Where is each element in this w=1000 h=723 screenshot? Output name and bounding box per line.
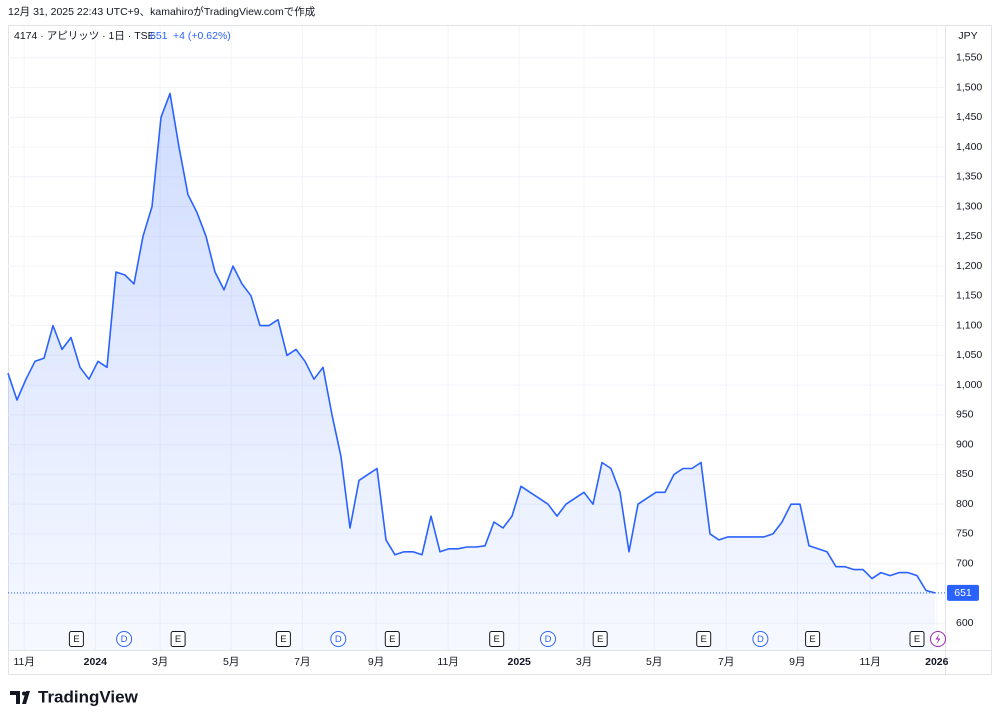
y-tick-label: 1,050 xyxy=(956,349,982,361)
x-tick-label: 7月 xyxy=(718,656,734,668)
x-tick-label: 3月 xyxy=(152,656,168,668)
y-tick-label: 900 xyxy=(956,438,974,450)
event-badge xyxy=(330,631,347,647)
event-label: E xyxy=(389,634,395,645)
event-badge xyxy=(540,631,556,647)
symbol: 4174 · アピリッツ · 1日 · TSE xyxy=(14,30,155,42)
area xyxy=(8,93,935,650)
y-tick-label: 1,450 xyxy=(956,111,982,123)
event-badge xyxy=(909,631,925,647)
event-label: D xyxy=(545,634,552,645)
price-line xyxy=(7,92,936,594)
y-tick-label: 850 xyxy=(956,468,974,480)
plot xyxy=(7,92,945,650)
event-label: E xyxy=(597,634,603,645)
y-tick-label: 800 xyxy=(956,498,974,510)
x-tick-label: 11月 xyxy=(859,656,880,668)
event-badge xyxy=(752,631,769,647)
event-label: D xyxy=(335,634,342,645)
event-marker: E xyxy=(805,631,821,647)
y-tick-label: 950 xyxy=(956,409,974,421)
x-tick-label: 2024 xyxy=(84,656,108,668)
y-tick-label: 700 xyxy=(956,557,974,569)
x-tick-label: 2025 xyxy=(508,656,532,668)
event-label: E xyxy=(73,634,79,645)
event-marker: E xyxy=(170,631,186,647)
y-tick-label: 1,200 xyxy=(956,260,982,272)
last-price-tag xyxy=(947,584,979,601)
event-marker: E xyxy=(489,631,505,647)
legend-change: +4 (+0.62%) xyxy=(173,30,231,42)
x-tick-label: 11月 xyxy=(13,656,34,668)
event-marker: E xyxy=(384,631,400,647)
event-badge xyxy=(275,631,291,647)
y-tick-label: 1,350 xyxy=(956,171,982,183)
event-badge xyxy=(805,631,821,647)
x-tick-label: 7月 xyxy=(294,656,310,668)
event-label: E xyxy=(280,634,286,645)
brand: TradingView xyxy=(38,687,139,706)
event-badge xyxy=(68,631,84,647)
event-label: E xyxy=(175,634,181,645)
event-badge xyxy=(384,631,400,647)
dividend-split-icon xyxy=(930,631,946,647)
event-badge xyxy=(592,631,608,647)
y-tick-label: 1,000 xyxy=(956,379,982,391)
y-tick-label: 1,300 xyxy=(956,200,982,212)
event-marker: E xyxy=(592,631,608,647)
event-badge xyxy=(170,631,186,647)
event-marker: D xyxy=(540,631,556,647)
event-label: E xyxy=(701,634,707,645)
event-marker: D xyxy=(752,631,769,647)
y-tick-label: 750 xyxy=(956,528,974,540)
event-marker: D xyxy=(116,631,133,647)
event-badge xyxy=(116,631,133,647)
event-marker: E xyxy=(68,631,84,647)
x-tick-label: 9月 xyxy=(368,656,384,668)
caption: 12月 31, 2025 22:43 UTC+9、kamahiroがTradin… xyxy=(8,5,316,18)
event-marker: E xyxy=(696,631,712,647)
event-marker: E xyxy=(275,631,291,647)
y-tick-label: 1,550 xyxy=(956,52,982,64)
x-tick-label: 3月 xyxy=(576,656,592,668)
event-marker: E xyxy=(909,631,925,647)
y-tick-label: 1,250 xyxy=(956,230,982,242)
x-tick-label: 11月 xyxy=(437,656,458,668)
x-tick-label: 5月 xyxy=(646,656,662,668)
last-price-label: 651 xyxy=(954,587,972,599)
event-badge xyxy=(489,631,505,647)
y-tick-label: 1,100 xyxy=(956,319,982,331)
event-label: E xyxy=(494,634,500,645)
event-label: E xyxy=(914,634,920,645)
y-tick-label: 1,500 xyxy=(956,81,982,93)
legend-price: 651 xyxy=(150,30,168,42)
event-badge xyxy=(696,631,712,647)
x-tick-label: 5月 xyxy=(223,656,239,668)
y-tick-label: 1,400 xyxy=(956,141,982,153)
x-tick-label: 9月 xyxy=(789,656,805,668)
event-marker: D xyxy=(330,631,347,647)
y-tick-label: 600 xyxy=(956,617,974,629)
frame xyxy=(8,25,992,675)
event-label: D xyxy=(757,634,764,645)
event-label: D xyxy=(121,634,128,645)
logo xyxy=(10,691,30,704)
y-tick-label: 1,150 xyxy=(956,290,982,302)
event-label: E xyxy=(809,634,815,645)
currency: JPY xyxy=(958,30,977,42)
x-tick-label: 2026 xyxy=(925,656,949,668)
